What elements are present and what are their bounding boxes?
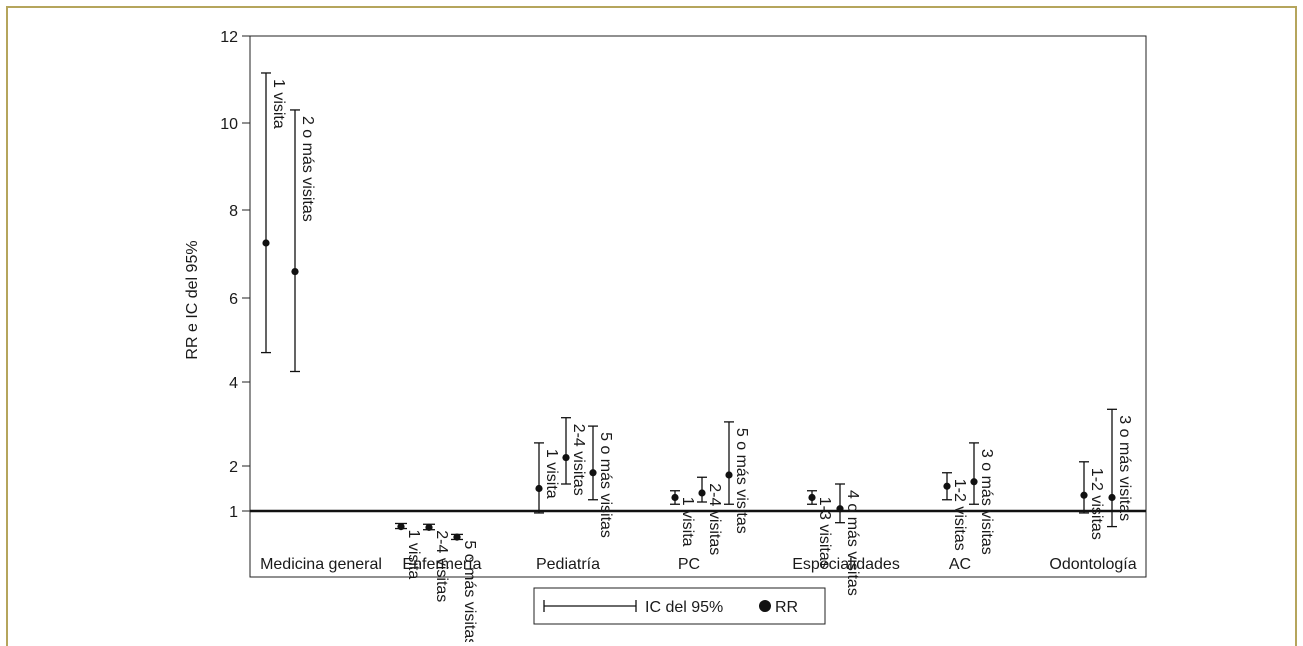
y-tick-label-3: 6 [229,291,238,308]
point-label-5-1: 3 o más visitas [978,449,995,555]
rr-point-4-1 [836,505,844,513]
rr-point-6-0 [1080,491,1088,499]
group-label-1: Enfermería [402,556,481,573]
marks: Medicina general 1 visita 2 o más visitas E… [260,72,1137,642]
group-label-3: PC [678,556,700,573]
point-label-4-1: 4 o más visitas [844,490,861,596]
point-label-3-0: 1 visita [679,497,696,547]
group-label-2: Pediatría [536,556,600,573]
point-label-0-1: 2 o más visitas [299,116,316,222]
y-axis-label: RR e IC del 95% [184,240,201,359]
point-label-0-0: 1 visita [270,79,287,129]
rr-point-1-2 [453,533,461,541]
legend-ci-label: IC del 95% [645,599,723,616]
group-label-4: Especialidades [792,556,900,573]
legend: IC del 95% RR [533,587,826,625]
rr-point-3-2 [725,471,733,479]
legend-rr-marker [759,600,771,612]
group-label-6: Odontología [1049,556,1136,573]
point-label-2-1: 2-4 visitas [570,424,587,496]
y-tick-label-1: 2 [229,459,238,476]
y-tick-label-6: 12 [220,29,238,46]
point-label-1-2: 5 o más visitas [461,540,478,642]
point-label-3-1: 2-4 visitas [706,483,723,555]
point-label-4-0: 1-3 visitas [816,497,833,569]
figure-frame [6,6,1297,646]
rr-point-1-0 [397,523,405,531]
y-tick-label-0: 1 [229,504,238,521]
group-label-5: AC [949,556,971,573]
rr-point-0-0 [262,239,270,247]
point-label-5-0: 1-2 visitas [951,479,968,551]
rr-point-1-1 [425,523,433,531]
y-tick-label-2: 4 [229,375,238,392]
rr-point-5-0 [943,482,951,490]
plot-area [249,35,1147,578]
rr-point-3-0 [671,493,679,502]
point-label-6-1: 3 o más visitas [1116,415,1133,521]
rr-point-2-0 [535,484,543,493]
group-label-0: Medicina general [260,556,382,573]
legend-rr-label: RR [775,599,798,616]
rr-point-0-1 [291,268,299,276]
y-tick-label-4: 8 [229,203,238,220]
point-label-2-0: 1 visita [543,449,560,499]
point-label-1-1: 2-4 visitas [433,530,450,602]
rr-point-6-1 [1108,493,1116,502]
y-tick-label-5: 10 [220,116,238,133]
rr-point-4-0 [808,493,816,502]
point-label-2-2: 5 o más visitas [597,432,614,538]
rr-point-2-2 [589,469,597,477]
point-label-3-2: 5 o más visitas [733,428,750,534]
rr-point-2-1 [562,454,570,462]
point-label-6-0: 1-2 visitas [1088,468,1105,540]
rr-point-5-1 [970,478,978,486]
point-label-1-0: 1 visita [405,529,422,579]
rr-point-3-1 [698,489,706,497]
